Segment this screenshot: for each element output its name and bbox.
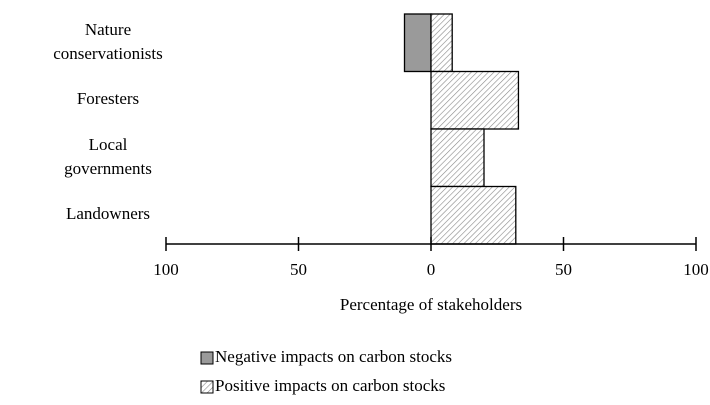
category-label: Foresters <box>77 89 139 108</box>
category-label: Local governments <box>64 135 152 178</box>
legend-swatch <box>200 380 214 394</box>
bar <box>430 13 453 73</box>
legend-label: Negative impacts on carbon stocks <box>215 347 452 366</box>
bar <box>403 13 432 73</box>
bar <box>430 70 520 130</box>
x-axis-label: Percentage of stakeholders <box>340 295 522 314</box>
x-tick-label: 100 <box>153 260 179 279</box>
legend-label: Positive impacts on carbon stocks <box>215 376 445 395</box>
bar <box>430 128 485 188</box>
category-label: Nature conservationists <box>53 20 163 63</box>
x-tick-label: 50 <box>290 260 307 279</box>
bar <box>430 185 517 245</box>
category-label: Landowners <box>66 204 150 223</box>
x-tick-label: 0 <box>427 260 436 279</box>
x-tick-label: 100 <box>683 260 709 279</box>
x-tick-label: 50 <box>555 260 572 279</box>
legend-swatch <box>200 351 214 365</box>
